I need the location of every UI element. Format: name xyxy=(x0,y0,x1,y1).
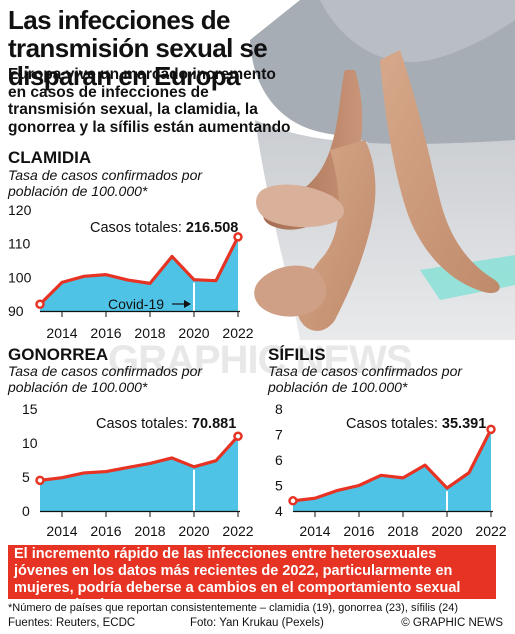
chart-subtitle-gonorrea: Tasa de casos confirmados por población … xyxy=(8,363,203,395)
x-tick-label: 2016 xyxy=(90,523,121,539)
bed-feet-photo xyxy=(250,0,515,340)
total-cases-caption: Casos totales: xyxy=(96,416,192,432)
chart-subtitle-sifilis: Tasa de casos confirmados por población … xyxy=(268,363,463,395)
series-line-sifilis xyxy=(292,428,493,503)
x-tick-label: 2014 xyxy=(299,523,330,539)
y-tick-label: 100 xyxy=(8,269,32,285)
data-point xyxy=(233,431,243,441)
brand-credit: © GRAPHIC NEWS xyxy=(401,617,503,629)
total-cases-label: Casos totales: 216.508 xyxy=(90,220,238,236)
area-fill-clamidia xyxy=(40,236,238,311)
page-title: Las infecciones de transmisión sexual se… xyxy=(8,5,268,91)
covid-annotation: Covid-19 xyxy=(108,296,164,312)
x-tick-label: 2016 xyxy=(90,325,121,341)
x-tick-label: 2022 xyxy=(475,523,506,539)
area-fill-gonorrea xyxy=(40,436,238,511)
page-subtitle: Europa vive un marcado incremento en cas… xyxy=(8,66,291,136)
area-fill-sifilis xyxy=(293,429,491,511)
y-tick-label: 90 xyxy=(8,303,24,319)
x-tick-label: 2014 xyxy=(46,523,77,539)
x-tick-label: 2020 xyxy=(178,523,209,539)
total-cases-label: Casos totales: 35.391 xyxy=(346,416,486,432)
summary-banner: El incremento rápido de las infecciones … xyxy=(8,545,496,613)
y-tick-label: 10 xyxy=(22,435,38,451)
sources: Fuentes: Reuters, ECDC xyxy=(8,617,136,629)
chart-title-clamidia: CLAMIDIA xyxy=(8,148,92,167)
total-cases-caption: Casos totales: xyxy=(346,416,442,432)
chart-subtitle-clamidia: Tasa de casos confirmados por población … xyxy=(8,167,203,199)
y-tick-label: 15 xyxy=(22,401,38,417)
footnote: *Número de países que reportan consisten… xyxy=(8,602,459,614)
total-cases-value: 70.881 xyxy=(192,416,236,432)
y-tick-label: 8 xyxy=(275,401,283,417)
total-cases-label: Casos totales: 70.881 xyxy=(96,416,236,432)
chart-title-gonorrea: GONORREA xyxy=(8,345,109,364)
x-tick-label: 2018 xyxy=(387,523,418,539)
x-tick-label: 2022 xyxy=(222,325,253,341)
x-tick-label: 2022 xyxy=(222,523,253,539)
x-tick-label: 2018 xyxy=(134,523,165,539)
y-tick-label: 4 xyxy=(275,503,283,519)
data-point xyxy=(486,424,496,435)
data-point xyxy=(233,232,243,242)
blanket-fold xyxy=(320,0,515,62)
chart-sifilis: 4 5 6 7 8 2014 2016 2018 2020 2022 Casos totales: … xyxy=(275,401,507,539)
data-point xyxy=(288,496,298,506)
y-tick-label: 5 xyxy=(22,469,30,485)
chart-gonorrea: 0 5 10 15 2014 2016 2018 2020 2022 Casos totales:… xyxy=(22,401,254,539)
x-tick-label: 2016 xyxy=(343,523,374,539)
series-line-clamidia xyxy=(38,236,240,306)
leg-shape xyxy=(263,70,363,230)
chart-title-sifilis: SÍFILIS xyxy=(268,345,326,364)
y-tick-label: 120 xyxy=(8,202,32,218)
y-tick-label: 110 xyxy=(8,236,31,252)
photo-credit: Foto: Yan Krukau (Pexels) xyxy=(190,617,324,629)
foot-shape xyxy=(256,184,345,228)
total-cases-caption: Casos totales: xyxy=(90,220,186,236)
data-point xyxy=(35,299,45,310)
leg-shape xyxy=(380,50,500,294)
covid-arrow-head xyxy=(184,300,191,308)
total-cases-value: 216.508 xyxy=(186,220,238,236)
y-tick-label: 0 xyxy=(22,503,30,519)
x-tick-label: 2018 xyxy=(134,325,165,341)
y-tick-label: 5 xyxy=(275,478,283,494)
series-line-gonorrea xyxy=(39,435,240,482)
total-cases-value: 35.391 xyxy=(442,416,486,432)
y-tick-label: 6 xyxy=(275,452,283,468)
foot-shape xyxy=(254,265,327,317)
x-tick-label: 2020 xyxy=(431,523,462,539)
data-point xyxy=(35,475,45,486)
x-tick-label: 2014 xyxy=(46,325,77,341)
x-tick-label: 2020 xyxy=(178,325,209,341)
chart-clamidia: 90 100 110 120 2014 2016 2018 2020 2022 Casos tot… xyxy=(8,202,254,341)
y-tick-label: 7 xyxy=(275,427,283,443)
